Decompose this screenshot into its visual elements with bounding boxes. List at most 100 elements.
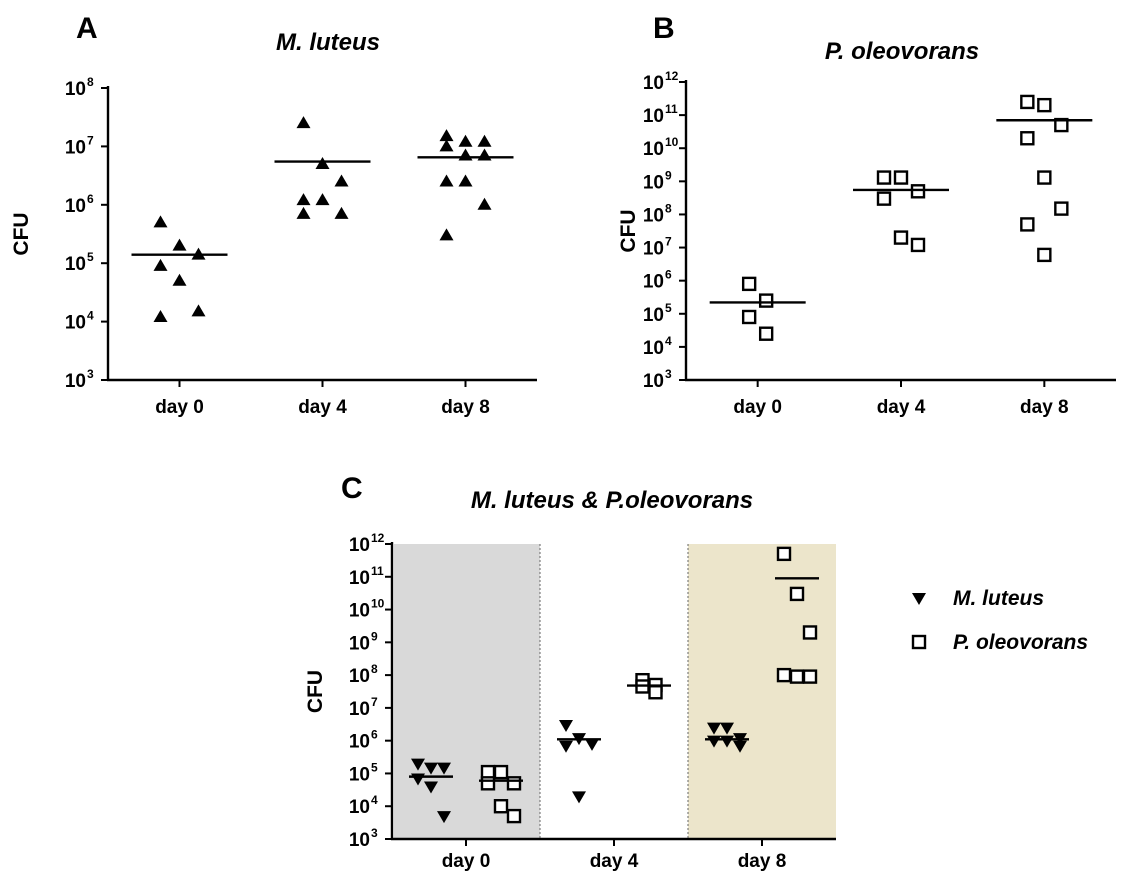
panel-b-y-tick-label-10: 10 [643,139,664,160]
panel-b-x-tick-label-day-0: day 0 [733,397,782,418]
panel-a-series-point-day-0-6 [153,309,168,322]
panel-c-shade-day-8 [688,544,836,839]
panel-c-y-tick-label-3: 10 [349,830,370,851]
panel-c-m-luteus-point-day-4-2 [585,738,599,751]
panel-a-series-point-day-8-9 [439,228,454,241]
panel-c-x-tick-label-day-8: day 8 [738,851,787,872]
panel-c-m-luteus-point-day-4-0 [559,720,573,733]
panel-c-y-tick-label-6: 10 [349,732,370,753]
panel-c-y-axis-label: CFU [304,670,327,713]
panel-c-p-oleovorans-point-day-8-1 [789,586,805,602]
panel-b-series-point-day-0-1 [758,293,774,308]
panel-b-series-point-day-4-2 [910,184,926,199]
panel-c-y-tick-label-5: 10 [349,764,370,785]
panel-c-y-tick-exponent-10: 10 [371,597,385,611]
panel-a-y-axis-label: CFU [10,212,33,255]
panel-c-p-oleovorans-point-day-0-2 [506,776,522,791]
panel-c-m-luteus-point-day-0-0 [411,758,425,771]
panel-a-series-point-day-8-5 [477,148,492,161]
panel-c-y-tick-label-11: 10 [349,568,370,589]
panel-a-series-point-day-0-3 [153,258,168,271]
panel-a-series-point-day-0-4 [172,273,187,286]
panel-b-series-point-day-8-6 [1020,217,1035,232]
panel-a-series-point-day-0-0 [153,215,168,228]
panel-b-title: P. oleovorans [825,38,979,65]
panel-c-m-luteus-point-day-4-3 [559,740,573,753]
panel-c-m-luteus-point-day-0-5 [437,811,451,824]
panel-letter-a: A [76,12,98,45]
panel-c-y-tick-label-7: 10 [349,699,370,720]
panel-a-y-tick-exponent-6: 6 [87,192,94,206]
panel-b-y-axis-label: CFU [617,209,640,252]
panel-a-x-tick-label-day-8: day 8 [441,397,490,418]
panel-b-y-tick-label-8: 10 [643,205,664,226]
panel-b-y-tick-exponent-9: 9 [665,168,672,182]
panel-b-x-tick-label-day-8: day 8 [1020,397,1069,418]
panel-a-series-point-day-4-1 [315,156,330,169]
panel-b-series-point-day-4-5 [910,237,926,253]
panel-b-y-tick-label-12: 10 [643,73,664,94]
legend-item-m-luteus: M. luteus [912,587,1044,610]
panel-b-y-tick-exponent-8: 8 [665,201,672,215]
panel-c-p-oleovorans-point-day-8-4 [789,669,805,684]
panel-a-y-tick-label-5: 10 [65,254,86,275]
panel-b-series-point-day-8-0 [1020,94,1035,110]
panel-c-m-luteus-point-day-0-1 [424,762,438,775]
panel-a-series-point-day-8-3 [439,139,454,152]
panel-a-y-tick-exponent-3: 3 [87,367,94,381]
panel-c-shade-day-0 [394,544,540,839]
panel-a-series-point-day-4-2 [334,174,349,187]
panel-c-title: M. luteus & P.oleovorans [471,487,753,514]
panel-a-series-point-day-4-4 [315,193,330,206]
legend-marker-m-luteus [912,593,926,605]
panel-a-y-tick-label-7: 10 [65,137,86,158]
panel-c-y-tick-exponent-5: 5 [371,760,378,774]
panel-b-series-point-day-0-2 [741,309,757,325]
panel-c-m-luteus-point-day-8-0 [707,722,721,735]
panel-b-series-point-day-4-1 [893,170,909,185]
panel-letter-b: B [653,12,675,45]
panel-a-y-tick-exponent-8: 8 [87,75,94,89]
panel-b-y-tick-label-11: 10 [643,106,664,127]
panel-a-series-point-day-0-5 [191,304,206,317]
panel-c-y-tick-label-9: 10 [349,633,370,654]
panel-c-m-luteus-point-day-0-2 [437,762,451,775]
panel-b-y-tick-label-4: 10 [643,338,664,359]
panel-b-series-point-day-8-3 [1020,131,1035,146]
panel-c-p-oleovorans-point-day-0-4 [493,799,509,814]
panel-c-y-tick-exponent-3: 3 [371,826,378,840]
panel-c-y-tick-exponent-12: 12 [371,531,385,545]
panel-c-y-tick-exponent-7: 7 [371,695,378,709]
panel-c-y-tick-label-8: 10 [349,666,370,687]
panel-c-p-oleovorans-point-day-8-3 [776,667,792,683]
panel-c-m-luteus-point-day-0-4 [424,781,438,794]
panel-a-y-tick-label-8: 10 [65,79,86,100]
panel-c-y-tick-label-12: 10 [349,535,370,556]
panel-c-x-tick-label-day-0: day 0 [442,851,491,872]
panel-b-x-tick-label-day-4: day 4 [877,397,926,418]
panel-a-series-point-day-8-2 [477,134,492,147]
panel-b-series-point-day-8-4 [1037,170,1052,185]
panel-a-series-point-day-8-4 [458,148,473,161]
panel-c-y-tick-exponent-4: 4 [371,793,378,807]
panel-a-y-tick-exponent-7: 7 [87,133,94,147]
panel-a-x-tick-label-day-0: day 0 [155,397,204,418]
panel-a-y-tick-label-3: 10 [65,371,86,392]
legend-marker-p-oleovorans [911,634,927,650]
panel-b-series-point-day-8-1 [1037,97,1052,113]
panel-c-p-oleovorans-point-day-8-0 [776,546,792,562]
panel-b-y-tick-exponent-10: 10 [665,135,679,149]
legend-marker-shape-p-oleovorans [911,634,927,650]
panel-a-series-point-day-8-8 [477,197,492,210]
panel-a-series-point-day-0-1 [172,238,187,251]
panel-b-series-point-day-4-4 [893,230,909,245]
panel-b-y-tick-exponent-4: 4 [665,334,672,348]
panel-a-series-point-day-8-1 [458,134,473,147]
panel-a-series-point-day-8-0 [439,129,454,142]
panel-a-y-tick-label-6: 10 [65,196,86,217]
panel-b-series-point-day-4-0 [876,170,892,185]
panel-a-series-point-day-4-0 [296,116,311,129]
panel-b-y-tick-label-6: 10 [643,272,664,293]
